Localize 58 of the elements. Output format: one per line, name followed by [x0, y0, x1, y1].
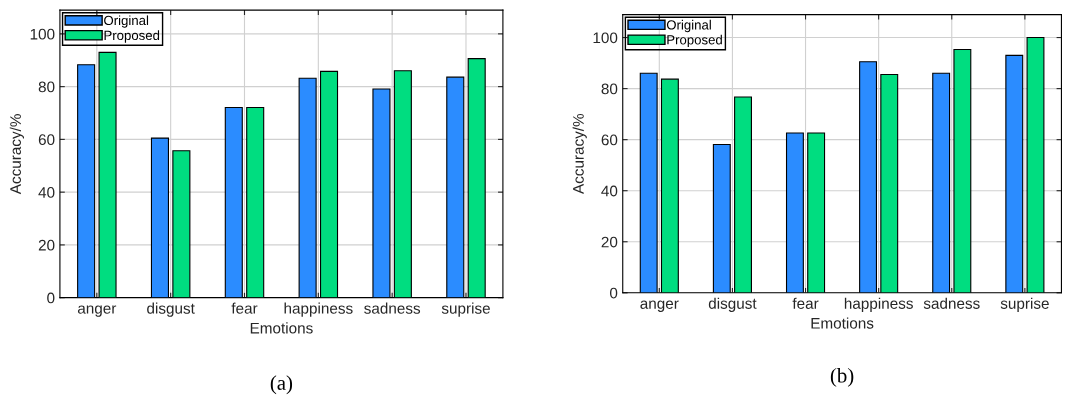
bar: [639, 72, 658, 293]
y-tick-label: 60: [38, 134, 55, 146]
bar: [734, 96, 752, 293]
x-tick-label: fear: [231, 302, 258, 314]
y-tick-label: 80: [601, 83, 618, 95]
bar: [660, 78, 679, 293]
bar: [298, 77, 317, 298]
bar: [712, 143, 731, 293]
bar: [172, 150, 191, 298]
y-tick-label: 80: [38, 81, 55, 93]
y-tick-label: 20: [38, 239, 55, 251]
bar: [953, 48, 972, 293]
bar: [880, 74, 899, 293]
y-tick-label: 100: [30, 28, 55, 40]
bar: [224, 106, 243, 298]
legend-label: Proposed: [104, 30, 160, 43]
x-tick-label: sadness: [364, 302, 421, 314]
bar: [1026, 36, 1045, 293]
x-axis-title: Emotions: [250, 322, 313, 334]
x-tick-label: fear: [792, 297, 819, 309]
bar: [393, 70, 412, 298]
x-tick-label: happiness: [284, 302, 353, 317]
x-tick-label: disgust: [147, 302, 195, 317]
y-tick-label: 40: [38, 187, 55, 198]
x-tick-label: anger: [640, 300, 679, 312]
bar: [467, 58, 486, 298]
x-tick-label: sadness: [923, 297, 980, 309]
x-tick-label: anger: [77, 305, 117, 317]
legend-label: Proposed: [667, 34, 722, 48]
bar: [859, 61, 878, 293]
bar: [98, 51, 117, 298]
y-tick-label: 40: [601, 185, 618, 197]
x-tick-label: disgust: [708, 297, 757, 312]
bar: [77, 64, 96, 298]
bar: [319, 70, 339, 298]
x-tick-label: happiness: [844, 297, 913, 312]
bar: [446, 76, 465, 298]
bar: [785, 132, 804, 293]
bar: [246, 106, 265, 298]
y-tick-label: 20: [601, 236, 618, 248]
bar: [932, 72, 951, 293]
legend-label: Original: [104, 15, 149, 28]
y-axis-title: Accuracy/%: [9, 114, 25, 195]
y-axis-title: Accuracy/%: [572, 113, 587, 194]
text: (a): [270, 375, 293, 395]
bar: [1005, 54, 1024, 293]
bar: [150, 137, 170, 298]
x-tick-label: suprise: [441, 302, 490, 317]
text: (b): [830, 367, 854, 387]
legend-label: Original: [666, 19, 711, 33]
bar: [372, 88, 391, 298]
x-axis-title: Emotions: [811, 317, 874, 329]
y-tick-label: 60: [601, 134, 618, 146]
y-tick-label: 0: [47, 292, 55, 304]
bar: [807, 132, 826, 293]
x-tick-label: suprise: [1000, 297, 1049, 312]
y-tick-label: 100: [593, 32, 618, 44]
y-tick-label: 0: [609, 287, 618, 299]
